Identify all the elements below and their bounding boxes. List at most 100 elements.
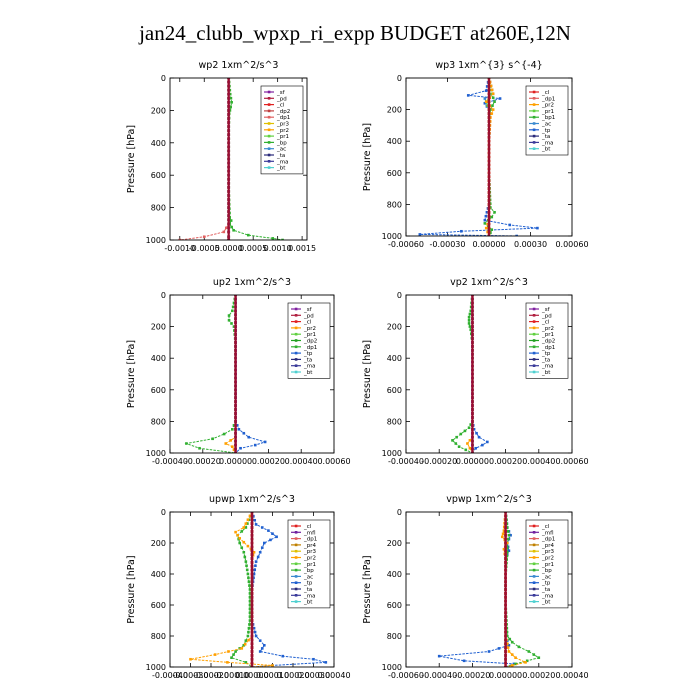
x-tick-label: -0.00020 [193, 671, 229, 680]
legend-marker [294, 358, 298, 361]
panel-up2: up2 1xm^2/s^3 Pressure [hPa] 0 200 400 600 800… [126, 277, 351, 466]
legend-marker [294, 575, 298, 578]
plot-frame [405, 294, 573, 454]
data-point [271, 237, 275, 240]
data-point [486, 440, 489, 444]
data-point [502, 529, 506, 532]
legend-entry: _pr1 [541, 109, 554, 115]
data-point [229, 219, 233, 222]
data-point [232, 228, 235, 232]
data-point [246, 233, 250, 237]
data-point [234, 530, 237, 534]
y-tick-label: 200 [387, 106, 402, 115]
legend-entry: _ma [541, 593, 553, 599]
plot-frame [169, 511, 335, 668]
data-point [497, 647, 501, 650]
data-point [232, 448, 236, 452]
data-point [246, 518, 250, 522]
legend-entry: _bt [276, 166, 286, 172]
data-point [252, 626, 256, 630]
data-point [242, 540, 246, 544]
x-tick-label: -0.00020 [454, 671, 490, 680]
data-point [240, 647, 244, 650]
y-tick-label: 200 [387, 323, 402, 332]
panel-title: vpwp 1xm^2/s^3 [446, 494, 532, 505]
legend-entry: _dp1 [541, 345, 555, 351]
data-point [467, 315, 471, 319]
legend-entry: _pr2 [303, 556, 316, 562]
y-tick-label: 600 [151, 386, 166, 395]
legend-marker [532, 587, 536, 591]
data-point [232, 424, 236, 427]
data-point [229, 96, 233, 100]
data-point [226, 661, 229, 664]
data-point [244, 661, 248, 664]
data-point [483, 101, 487, 105]
legend-marker [532, 575, 536, 578]
data-point [517, 645, 521, 649]
data-point [232, 653, 235, 656]
legend-marker [532, 364, 536, 367]
legend-entry: _pr3 [303, 549, 317, 555]
x-tick-label: -0.00030 [430, 240, 466, 249]
legend-entry: _ma [303, 364, 315, 370]
legend-entry: _pr3 [276, 122, 290, 128]
x-tick-label: 0.00020 [252, 457, 285, 466]
y-tick-label: 800 [151, 417, 166, 426]
data-point [248, 599, 252, 603]
data-point [508, 637, 512, 641]
data-point [245, 568, 249, 572]
y-tick-label: 200 [151, 323, 166, 332]
legend-marker [532, 97, 536, 100]
data-point [227, 650, 230, 653]
data-point [510, 664, 514, 667]
legend-marker [294, 370, 298, 374]
legend-entry: _ta [541, 134, 550, 140]
data-point [224, 442, 228, 445]
data-point [263, 541, 266, 545]
legend: _sf_pd_cl_pr2_pr1_dp2_dp1_tp_ta_ma_bt [287, 302, 331, 379]
data-point [454, 442, 458, 445]
legend-entry: _pr1 [303, 332, 316, 338]
data-point [489, 231, 492, 235]
legend-marker [267, 134, 271, 138]
data-point [253, 518, 257, 522]
legend-entry: _tp [541, 128, 551, 134]
data-point [271, 664, 274, 667]
data-point [532, 653, 536, 656]
y-tick-label: 400 [151, 354, 166, 363]
legend-entry: _ta [541, 357, 550, 363]
y-tick-label: 600 [387, 169, 402, 178]
legend-entry: _ma [541, 364, 553, 370]
data-point [231, 445, 234, 448]
data-point [486, 222, 489, 226]
x-tick-label: 0.00060 [555, 240, 588, 249]
data-point [489, 84, 493, 88]
data-point [281, 238, 284, 240]
data-point [469, 309, 473, 313]
legend-marker [532, 109, 536, 113]
legend-entry: _pd [276, 96, 287, 102]
y-axis-label: Pressure [hPa] [362, 555, 373, 623]
legend-entry: _pr3 [541, 549, 555, 555]
data-point [238, 537, 241, 540]
x-tick-label: 0.00040 [522, 457, 555, 466]
data-point [232, 325, 236, 328]
legend-marker [294, 537, 298, 540]
data-point [254, 523, 258, 526]
legend-entry: _pd [541, 313, 552, 319]
y-tick-label: 0 [161, 74, 166, 83]
data-point [263, 644, 266, 647]
legend-entry: _dp1 [303, 345, 317, 351]
panels: wp2 1xm^2/s^3 Pressure [hPa] 0 200 400 600 800… [126, 60, 589, 680]
data-point [505, 630, 509, 634]
data-point [248, 603, 252, 607]
legend-entry: _bp1 [541, 115, 555, 121]
x-tick-label: -0.0005 [189, 244, 220, 253]
data-point [260, 546, 264, 549]
legend-marker [294, 307, 298, 311]
data-point [253, 630, 257, 634]
data-point [231, 428, 234, 431]
legend-marker [267, 109, 271, 113]
x-tick-label: -0.00040 [152, 457, 188, 466]
